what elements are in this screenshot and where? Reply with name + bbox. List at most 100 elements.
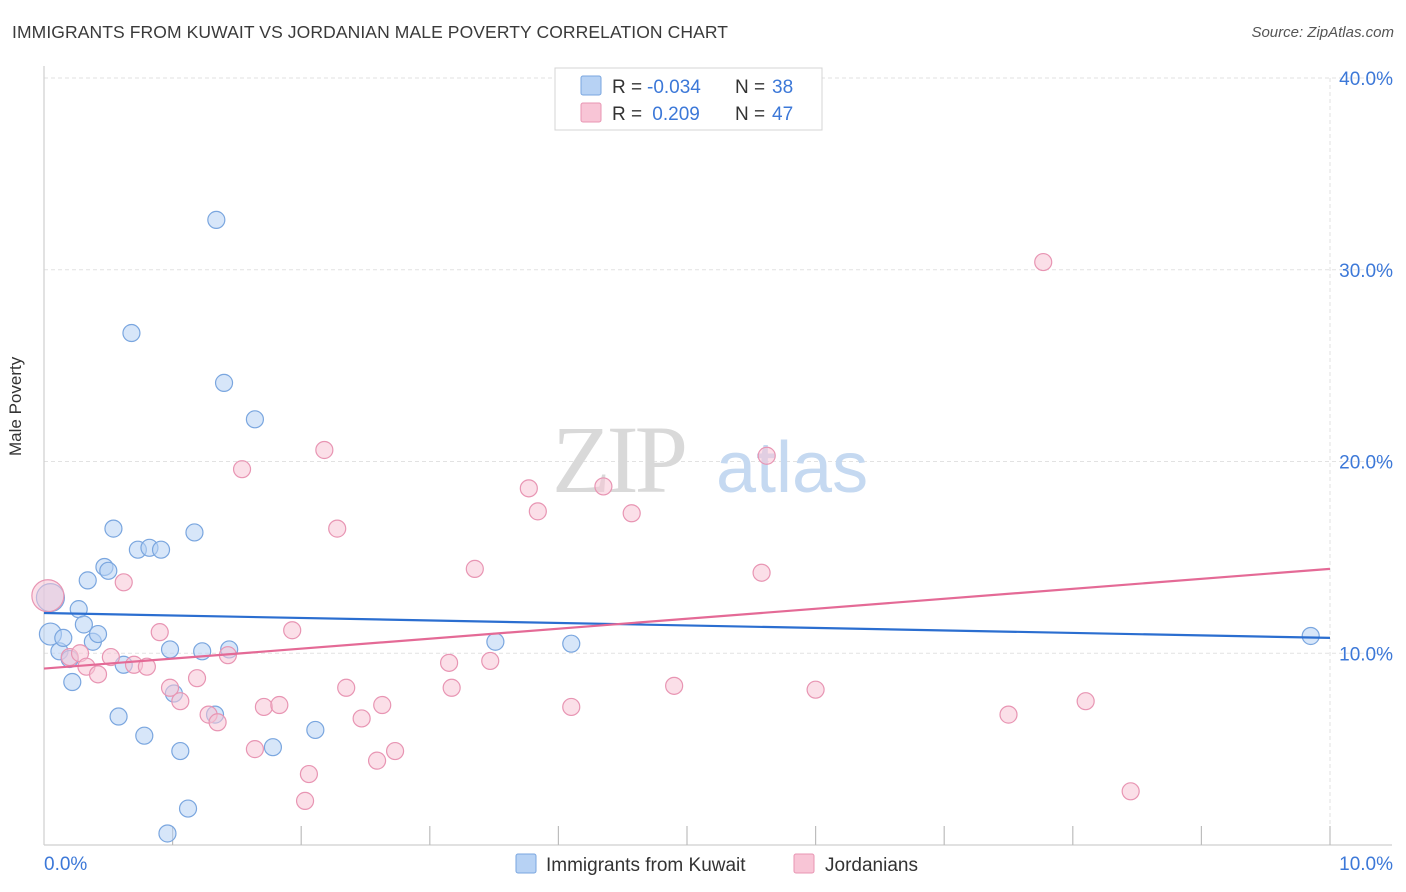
y-tick-label: 30.0% (1339, 261, 1393, 282)
legend-box: R = -0.034 N = 38 R = 0.209 N = 47 (554, 67, 823, 131)
jordanian-point (254, 697, 274, 717)
legend-swatch-blue (580, 75, 602, 96)
series-legend: Immigrants from Kuwait Jordanians (515, 853, 918, 876)
kuwait-point (63, 672, 82, 692)
legend-n-value: 47 (772, 104, 793, 125)
kuwait-point (263, 738, 283, 757)
kuwait-point (171, 741, 190, 761)
jordanian-point (1034, 252, 1053, 272)
jordanian-point (752, 563, 771, 582)
jordanian-point (137, 657, 156, 676)
kuwait-point (245, 410, 265, 429)
kuwait-point (99, 561, 118, 580)
kuwait-point (486, 632, 505, 651)
y-tick-label: 10.0% (1339, 644, 1393, 665)
kuwait-point (69, 600, 88, 619)
jordanian-point (245, 740, 265, 759)
legend-swatch-pink (580, 102, 602, 123)
jordanian-point (283, 621, 302, 640)
x-tick-label: 10.0% (1339, 854, 1393, 875)
trend-lines (43, 567, 1331, 670)
kuwait-point (78, 571, 97, 590)
legend-r-label: R = (612, 77, 642, 98)
jordanian-point (114, 573, 133, 592)
jordanian-point (295, 791, 315, 810)
jordanian-point (101, 647, 120, 667)
jordanian-point (481, 651, 500, 671)
legend-n-label: N = (735, 104, 765, 125)
jordanian-point (328, 519, 347, 538)
jordanian-point (622, 504, 641, 523)
jordanian-point (171, 692, 190, 711)
jordanian-point (1076, 692, 1095, 711)
jordanian-trend-line (43, 567, 1331, 670)
kuwait-point (104, 519, 123, 538)
legend-label-kuwait: Immigrants from Kuwait (546, 855, 746, 876)
legend-r-label: R = (612, 104, 642, 125)
x-tick-label: 0.0% (44, 854, 87, 875)
watermark-atlas: atlas (716, 428, 868, 508)
legend-r-value: 0.209 (647, 104, 700, 125)
kuwait-point (160, 640, 180, 659)
tick-labels: 10.0% 20.0% 30.0% 40.0% 0.0% 10.0% (44, 69, 1393, 875)
kuwait-point (306, 720, 325, 740)
jordanian-point (337, 678, 356, 697)
jordanian-point (160, 678, 180, 697)
watermark: ZIP atlas (552, 406, 868, 513)
legend-swatch-pink (793, 853, 815, 874)
jordanian-point (367, 751, 387, 770)
y-tick-label: 20.0% (1339, 453, 1393, 474)
jordanian-point (519, 479, 538, 498)
jordanian-point (352, 709, 371, 728)
jordanian-point (1121, 782, 1140, 801)
kuwait-trend-line (43, 611, 1331, 640)
kuwait-point (54, 628, 73, 648)
kuwait-point (122, 323, 141, 343)
legend-label-jordanians: Jordanians (825, 855, 918, 876)
kuwait-point (1301, 626, 1320, 646)
jordanian-point (385, 741, 405, 761)
kuwait-point (207, 210, 226, 229)
jordanian-point (270, 695, 289, 715)
kuwait-point (214, 373, 234, 392)
jordanian-point (373, 695, 392, 715)
kuwait-point (185, 523, 204, 542)
jordanian-point (562, 697, 581, 717)
jordanian-point (150, 623, 169, 642)
kuwait-point (158, 824, 177, 843)
jordanian-point (187, 669, 207, 688)
kuwait-point (135, 726, 154, 745)
legend-r-value: -0.034 (647, 77, 701, 98)
kuwait-point (562, 634, 581, 653)
kuwait-point (74, 615, 93, 634)
kuwait-point (88, 624, 108, 644)
jordanian-point (999, 705, 1018, 724)
chart-title: IMMIGRANTS FROM KUWAIT VS JORDANIAN MALE… (12, 22, 729, 42)
jordanian-point (439, 653, 459, 672)
jordanian-point (88, 665, 108, 684)
jordanian-point (528, 502, 547, 521)
jordanian-point (31, 579, 65, 613)
jordanian-point (594, 477, 613, 496)
y-tick-label: 40.0% (1339, 69, 1393, 90)
jordanian-point (208, 713, 227, 732)
legend-swatch-blue (515, 853, 537, 874)
jordanian-point (232, 460, 252, 479)
jordanian-point (442, 678, 461, 697)
axes (43, 66, 1392, 846)
jordanian-point (757, 446, 776, 465)
jordanian-point (299, 764, 319, 784)
kuwait-point (178, 799, 198, 818)
watermark-zip: ZIP (552, 406, 685, 513)
gridlines (44, 77, 1392, 845)
jordanian-point (806, 680, 825, 699)
jordanian-point (665, 676, 684, 695)
jordanian-point (315, 440, 334, 460)
legend-n-label: N = (735, 77, 765, 98)
data-points (31, 210, 1320, 843)
legend-n-value: 38 (772, 77, 793, 98)
jordanian-point (465, 559, 484, 578)
kuwait-point (109, 707, 128, 726)
source-label: Source: ZipAtlas.com (1251, 24, 1394, 41)
